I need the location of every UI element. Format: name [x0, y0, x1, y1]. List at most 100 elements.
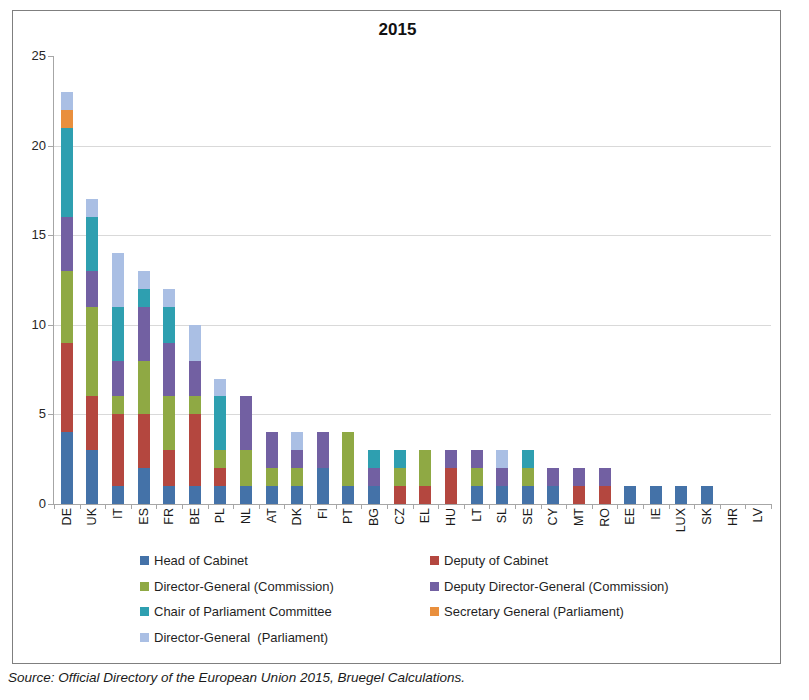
bar-segment [61, 92, 73, 110]
x-axis-tick [617, 504, 618, 509]
source-note: Source: Official Directory of the Europe… [8, 670, 788, 685]
y-axis-tick-label: 20 [12, 139, 46, 153]
x-axis-tick [208, 504, 209, 509]
x-axis-category-label: IT [111, 508, 125, 556]
x-axis-tick [182, 504, 183, 509]
x-axis-category-label: NL [239, 508, 253, 556]
bar-segment [214, 450, 226, 468]
bar-segment [138, 289, 150, 307]
bar-segment [86, 271, 98, 307]
bar-segment [342, 486, 354, 504]
x-axis-tick [413, 504, 414, 509]
legend-label: Deputy of Cabinet [444, 552, 548, 569]
x-axis-category-text: DE [60, 508, 74, 556]
bar-segment [86, 307, 98, 397]
legend-item: Secretary General (Parliament) [430, 603, 624, 620]
x-axis-tick [515, 504, 516, 509]
bar-segment [368, 450, 380, 468]
bar-segment [394, 486, 406, 504]
bar-segment [163, 343, 175, 397]
y-axis-tick [48, 235, 53, 236]
bar-segment [394, 468, 406, 486]
x-axis-tick [720, 504, 721, 509]
bar-segment [317, 468, 329, 504]
bar-segment [138, 271, 150, 289]
x-axis-category-text: NL [239, 508, 253, 556]
x-axis-category-text: SE [521, 508, 535, 556]
x-axis-category-label: PL [213, 508, 227, 556]
legend-item: Deputy of Cabinet [430, 552, 548, 569]
x-axis-category-text: PL [213, 508, 227, 556]
x-axis-category-label: BE [188, 508, 202, 556]
bar-segment [266, 468, 278, 486]
legend-label: Head of Cabinet [154, 552, 248, 569]
bar-segment [61, 432, 73, 504]
x-axis-category-label: LV [751, 508, 765, 556]
plot-area: 0510152025DEUKITESFRBEPLNLATDKFIPTBGCZEL… [53, 56, 771, 505]
bar-segment [547, 486, 559, 504]
x-axis-category-label: SK [700, 508, 714, 556]
x-axis-tick [361, 504, 362, 509]
gridline [54, 325, 771, 326]
x-axis-category-label: MT [572, 508, 586, 556]
bar-segment [471, 486, 483, 504]
x-axis-tick [80, 504, 81, 509]
x-axis-category-text: LV [751, 508, 765, 556]
x-axis-category-label: AT [265, 508, 279, 556]
x-axis-category-text: EE [623, 508, 637, 556]
bar-segment [86, 450, 98, 504]
x-axis-category-text: LT [470, 508, 484, 556]
y-axis-tick [48, 325, 53, 326]
bar-segment [624, 486, 636, 504]
x-axis-category-text: HR [726, 508, 740, 556]
x-axis-tick [336, 504, 337, 509]
bar-segment [61, 110, 73, 128]
x-axis-tick [694, 504, 695, 509]
x-axis-tick [233, 504, 234, 509]
x-axis-category-text: BG [367, 508, 381, 556]
gridline [54, 146, 771, 147]
bar-segment [496, 468, 508, 486]
x-axis-category-label: DE [60, 508, 74, 556]
bar-segment [163, 289, 175, 307]
x-axis-tick [310, 504, 311, 509]
bar-segment [650, 486, 662, 504]
legend-label: Secretary General (Parliament) [444, 603, 624, 620]
bar-segment [317, 432, 329, 468]
legend-item: Deputy Director-General (Commission) [430, 578, 669, 595]
x-axis-category-label: CZ [393, 508, 407, 556]
x-axis-tick [489, 504, 490, 509]
bar-segment [138, 307, 150, 361]
x-axis-category-text: CY [546, 508, 560, 556]
x-axis-tick [105, 504, 106, 509]
x-axis-tick [131, 504, 132, 509]
bar-segment [61, 343, 73, 433]
x-axis-category-text: SK [700, 508, 714, 556]
legend-swatch [140, 556, 149, 565]
y-axis-tick [48, 56, 53, 57]
x-axis-category-label: FR [162, 508, 176, 556]
x-axis-tick [541, 504, 542, 509]
gridline [54, 235, 771, 236]
bar-segment [394, 450, 406, 468]
bar-segment [240, 396, 252, 450]
legend-swatch [430, 607, 439, 616]
x-axis-category-label: BG [367, 508, 381, 556]
bar-segment [522, 450, 534, 468]
x-axis-category-text: HU [444, 508, 458, 556]
legend-label: Director-General (Commission) [154, 578, 334, 595]
x-axis-tick [54, 504, 55, 509]
x-axis-category-text: BE [188, 508, 202, 556]
bar-segment [496, 450, 508, 468]
x-axis-category-text: IE [649, 508, 663, 556]
x-axis-category-label: LT [470, 508, 484, 556]
x-axis-category-label: SL [495, 508, 509, 556]
y-axis-tick-label: 5 [12, 407, 46, 421]
bar-segment [368, 486, 380, 504]
legend-label: Director-General (Parliament) [154, 629, 328, 646]
bar-segment [599, 486, 611, 504]
bar-segment [214, 468, 226, 486]
bar-segment [138, 414, 150, 468]
legend-swatch [140, 582, 149, 591]
legend-swatch [430, 556, 439, 565]
